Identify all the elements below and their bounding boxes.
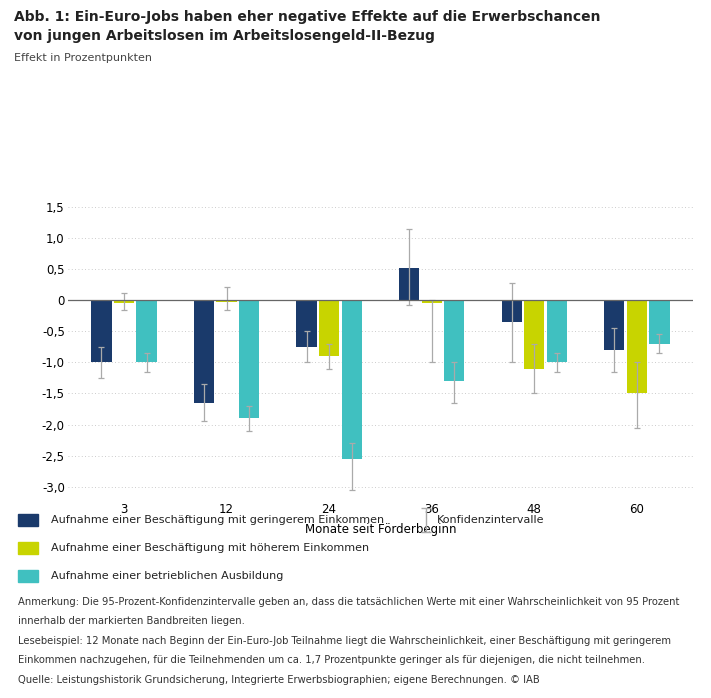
Text: Lesebeispiel: 12 Monate nach Beginn der Ein-Euro-Job Teilnahme liegt die Wahrsch: Lesebeispiel: 12 Monate nach Beginn der …	[18, 636, 670, 646]
Text: Effekt in Prozentpunkten: Effekt in Prozentpunkten	[14, 53, 152, 63]
Text: Aufnahme einer betrieblichen Ausbildung: Aufnahme einer betrieblichen Ausbildung	[51, 571, 284, 581]
X-axis label: Monate seit Förderbeginn: Monate seit Förderbeginn	[304, 524, 456, 536]
Bar	[341, 300, 362, 459]
Text: Quelle: Leistungshistorik Grundsicherung, Integrierte Erwerbsbiographien; eigene: Quelle: Leistungshistorik Grundsicherung…	[18, 675, 540, 685]
Text: innerhalb der markierten Bandbreiten liegen.: innerhalb der markierten Bandbreiten lie…	[18, 616, 245, 626]
Bar	[319, 300, 339, 356]
Bar	[524, 300, 545, 369]
Bar	[91, 300, 112, 362]
Text: Aufnahme einer Beschäftigung mit höherem Einkommen: Aufnahme einer Beschäftigung mit höherem…	[51, 543, 369, 553]
Bar	[399, 268, 419, 300]
Bar	[444, 300, 464, 381]
Bar	[547, 300, 567, 362]
Bar	[604, 300, 624, 350]
Bar	[296, 300, 316, 347]
Text: Anmerkung: Die 95-Prozent-Konfidenzintervalle geben an, dass die tatsächlichen W: Anmerkung: Die 95-Prozent-Konfidenzinter…	[18, 597, 679, 607]
Bar	[194, 300, 214, 403]
Bar	[114, 300, 134, 304]
Text: Abb. 1: Ein-Euro-Jobs haben eher negative Effekte auf die Erwerbschancen: Abb. 1: Ein-Euro-Jobs haben eher negativ…	[14, 10, 601, 24]
Text: von jungen Arbeitslosen im Arbeitslosengeld-II-Bezug: von jungen Arbeitslosen im Arbeitsloseng…	[14, 29, 435, 43]
Text: Einkommen nachzugehen, für die Teilnehmenden um ca. 1,7 Prozentpunkte geringer a: Einkommen nachzugehen, für die Teilnehme…	[18, 655, 645, 665]
Bar	[137, 300, 156, 362]
Text: Aufnahme einer Beschäftigung mit geringerem Einkommen: Aufnahme einer Beschäftigung mit geringe…	[51, 515, 385, 525]
Bar	[422, 300, 442, 304]
Bar	[239, 300, 260, 418]
Bar	[649, 300, 670, 344]
Text: Konfidenzintervalle: Konfidenzintervalle	[437, 515, 545, 525]
Bar	[501, 300, 522, 322]
Bar	[626, 300, 647, 394]
Bar	[216, 300, 237, 302]
